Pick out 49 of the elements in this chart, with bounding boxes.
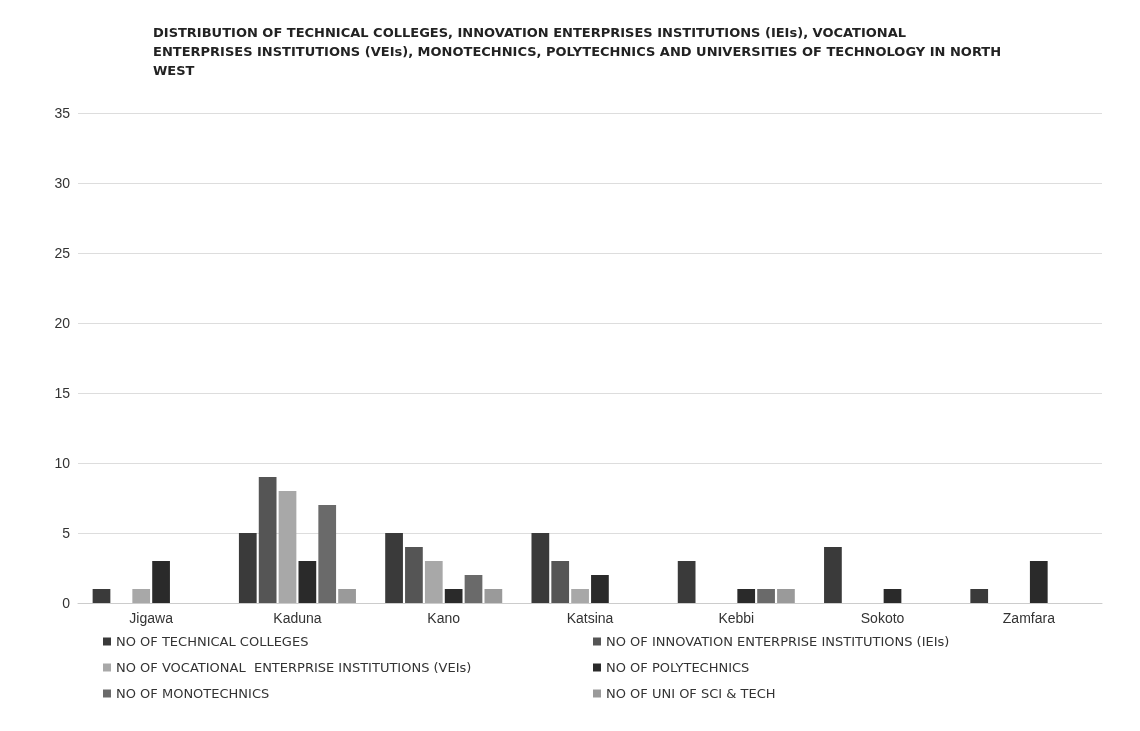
bar bbox=[591, 575, 609, 603]
bar bbox=[258, 477, 277, 603]
x-tick-label: Kano bbox=[427, 610, 461, 626]
legend-label: NO OF POLYTECHNICS bbox=[606, 660, 750, 675]
legend-label: NO OF UNI OF SCI & TECH bbox=[606, 686, 776, 701]
x-tick-label: Zamfara bbox=[1002, 610, 1056, 626]
bar bbox=[824, 547, 842, 603]
bar bbox=[132, 589, 151, 603]
x-tick-label: Katsina bbox=[566, 610, 614, 626]
chart-title: DISTRIBUTION OF TECHNICAL COLLEGES, INNOVATION ENTERPRISES INSTITUTIONS (IEIs), VOCATIONAL ENTERPRISES INSTITUTIONS (VEIs), MONOTECHNICS, POLYTECHNICS AND UNIVERSITIES OF TECHNOLOGY IN NORTH WEST bbox=[153, 25, 1006, 78]
bar bbox=[531, 533, 550, 603]
bar bbox=[777, 589, 795, 603]
bar bbox=[970, 589, 989, 603]
bar bbox=[92, 589, 111, 603]
y-tick-label: 0 bbox=[62, 595, 71, 611]
bar bbox=[318, 505, 337, 603]
legend-label: NO OF INNOVATION ENTERPRISE INSTITUTIONS (IEIs) bbox=[606, 634, 950, 649]
y-tick-label: 15 bbox=[54, 385, 71, 401]
bar bbox=[551, 561, 570, 603]
bar bbox=[152, 561, 170, 603]
bar bbox=[883, 589, 902, 603]
bar bbox=[298, 561, 317, 603]
bar bbox=[484, 589, 503, 603]
y-tick-label: 5 bbox=[62, 525, 71, 541]
x-tick-label: Kaduna bbox=[273, 610, 322, 626]
bar bbox=[424, 561, 443, 603]
bar bbox=[338, 589, 356, 603]
x-tick-label: Jigawa bbox=[129, 610, 174, 626]
bar bbox=[464, 575, 483, 603]
y-tick-label: 20 bbox=[54, 315, 71, 331]
bar bbox=[405, 547, 423, 603]
y-tick-label: 35 bbox=[54, 105, 71, 121]
y-tick-label: 30 bbox=[54, 175, 71, 191]
bar bbox=[677, 561, 696, 603]
x-tick-label: Kebbi bbox=[718, 610, 755, 626]
bar bbox=[757, 589, 775, 603]
legend-label: NO OF TECHNICAL COLLEGES bbox=[116, 634, 309, 649]
bar bbox=[1029, 561, 1048, 603]
bar bbox=[238, 533, 257, 603]
x-tick-label: Sokoto bbox=[860, 610, 905, 626]
bar bbox=[385, 533, 403, 603]
bar bbox=[737, 589, 756, 603]
legend-label: NO OF VOCATIONAL ENTERPRISE INSTITUTIONS (VEIs) bbox=[116, 660, 472, 675]
bar bbox=[278, 491, 297, 603]
y-tick-label: 25 bbox=[54, 245, 71, 261]
bar bbox=[571, 589, 589, 603]
legend-label: NO OF MONOTECHNICS bbox=[116, 686, 270, 701]
y-tick-label: 10 bbox=[54, 455, 71, 471]
bar bbox=[444, 589, 463, 603]
